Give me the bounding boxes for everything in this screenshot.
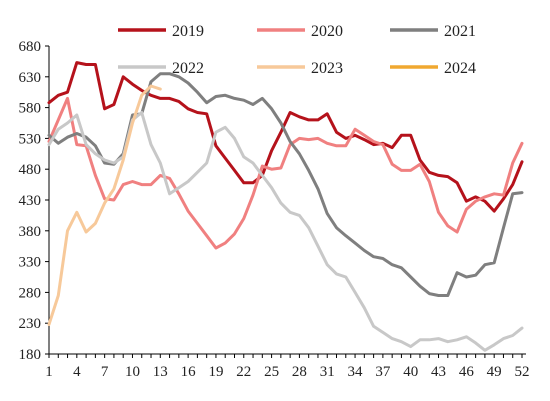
series-line-2021 — [47, 72, 524, 297]
x-tick-label: 40 — [403, 364, 418, 380]
legend-label-2020: 2020 — [311, 23, 343, 40]
y-tick-label: 380 — [19, 224, 42, 240]
x-tick-label: 4 — [73, 364, 81, 380]
series-line-2020 — [47, 96, 524, 250]
y-tick-label: 480 — [19, 162, 42, 178]
x-tick-label: 43 — [431, 364, 446, 380]
x-tick-label: 28 — [292, 364, 307, 380]
x-tick-label: 31 — [320, 364, 335, 380]
y-tick-label: 330 — [19, 255, 42, 271]
legend-label-2019: 2019 — [172, 23, 204, 40]
x-tick-label: 49 — [487, 364, 502, 380]
y-tick-label: 280 — [19, 285, 42, 301]
legend-label-2022: 2022 — [172, 60, 204, 77]
x-tick-label: 34 — [348, 364, 364, 380]
x-tick-label: 16 — [181, 364, 197, 380]
series-lines — [47, 61, 524, 352]
y-tick-label: 230 — [19, 316, 42, 332]
x-tick-label: 13 — [153, 364, 168, 380]
legend-label-2023: 2023 — [311, 60, 343, 77]
x-tick-label: 10 — [125, 364, 140, 380]
y-tick-label: 180 — [19, 347, 42, 363]
series-line-2022 — [47, 111, 524, 352]
x-tick-label: 46 — [459, 364, 475, 380]
series-line-2019 — [47, 61, 524, 213]
series-line-2023 — [47, 84, 162, 326]
x-tick-label: 25 — [264, 364, 279, 380]
legend: 2019 2020 2021 2022 2023 2024 — [118, 23, 476, 77]
y-tick-label: 680 — [19, 39, 42, 55]
x-tick-label: 37 — [375, 364, 391, 380]
y-tick-label: 630 — [19, 70, 42, 86]
x-tick-label: 52 — [515, 364, 530, 380]
x-tick-label: 1 — [45, 364, 53, 380]
x-tick-label: 7 — [101, 364, 109, 380]
legend-label-2024: 2024 — [444, 60, 476, 77]
y-tick-label: 430 — [19, 193, 42, 209]
x-tick-label: 22 — [236, 364, 251, 380]
legend-label-2021: 2021 — [444, 23, 476, 40]
y-tick-label: 530 — [19, 131, 42, 147]
y-tick-label: 580 — [19, 101, 42, 117]
x-tick-label: 19 — [208, 364, 223, 380]
